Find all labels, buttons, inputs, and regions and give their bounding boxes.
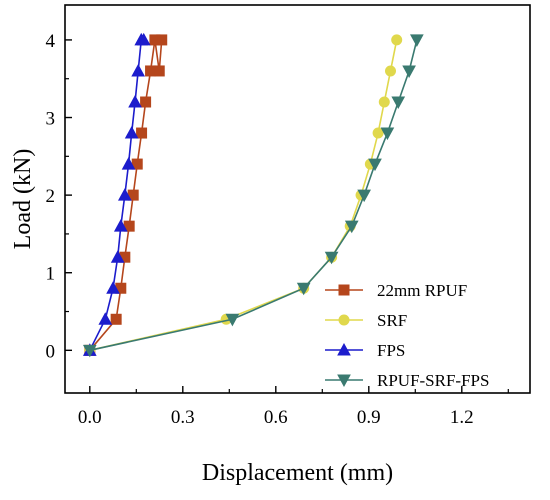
- data-point: [106, 281, 120, 294]
- data-point: [378, 96, 390, 108]
- legend-label: 22mm RPUF: [377, 281, 467, 300]
- data-point: [124, 125, 139, 139]
- data-point: [82, 344, 97, 358]
- legend-entry: RPUF-SRF-FPS: [325, 371, 489, 390]
- data-point: [380, 127, 395, 141]
- legend-marker: [338, 284, 350, 296]
- y-tick-label: 1: [46, 264, 56, 285]
- data-point: [402, 65, 416, 79]
- data-point: [357, 189, 371, 203]
- data-point: [410, 34, 424, 47]
- data-point: [344, 220, 359, 234]
- data-point: [113, 219, 128, 232]
- data-point: [140, 96, 152, 108]
- x-tick-label: 1.2: [450, 407, 474, 428]
- series-0: [84, 34, 168, 356]
- data-point: [110, 313, 122, 325]
- y-tick-label: 0: [46, 341, 56, 362]
- x-axis-title: Displacement (mm): [202, 460, 393, 486]
- x-tick-label: 0.3: [171, 407, 195, 428]
- legend-entry: FPS: [325, 341, 405, 360]
- data-point: [391, 96, 406, 110]
- legend-marker: [337, 374, 351, 388]
- data-point: [136, 127, 148, 139]
- legend-marker: [338, 314, 350, 326]
- data-point: [98, 312, 113, 325]
- data-point: [324, 251, 339, 265]
- legend-entry: SRF: [325, 311, 407, 330]
- y-tick-label: 3: [46, 109, 56, 130]
- y-tick-label: 4: [46, 31, 56, 52]
- data-point: [117, 188, 132, 201]
- data-point: [372, 127, 384, 139]
- legend-label: FPS: [377, 341, 405, 360]
- legend-marker: [337, 342, 351, 356]
- series-3: [82, 34, 424, 358]
- data-point: [296, 282, 311, 296]
- data-point: [385, 65, 396, 77]
- x-tick-label: 0.6: [264, 407, 288, 428]
- data-point: [368, 158, 382, 172]
- data-point: [136, 32, 151, 46]
- data-point: [153, 65, 165, 77]
- y-tick-label: 2: [46, 186, 56, 207]
- data-point: [391, 34, 403, 46]
- series-layer: [82, 32, 424, 358]
- x-tick-label: 0.0: [78, 407, 102, 428]
- plot-frame: [64, 4, 531, 394]
- legend-label: RPUF-SRF-FPS: [377, 371, 489, 390]
- y-axis-ticks: 0 1 2 3 4: [46, 31, 72, 362]
- legend-label: SRF: [377, 311, 407, 330]
- data-point: [128, 94, 142, 108]
- y-axis-title: Load (kN): [10, 149, 36, 250]
- data-point: [121, 157, 136, 170]
- data-point: [131, 63, 146, 77]
- plot-area-border: [64, 4, 531, 394]
- x-tick-label: 0.9: [357, 407, 381, 428]
- data-point: [225, 313, 240, 327]
- legend: 22mm RPUF SRF FPS RPUF-SRF-FPS: [325, 281, 489, 390]
- x-axis-ticks: 0.0 0.3 0.6 0.9 1.2: [78, 386, 509, 428]
- series-2: [82, 32, 151, 356]
- data-point: [110, 250, 125, 263]
- legend-entry: 22mm RPUF: [325, 281, 467, 300]
- data-point: [156, 34, 168, 46]
